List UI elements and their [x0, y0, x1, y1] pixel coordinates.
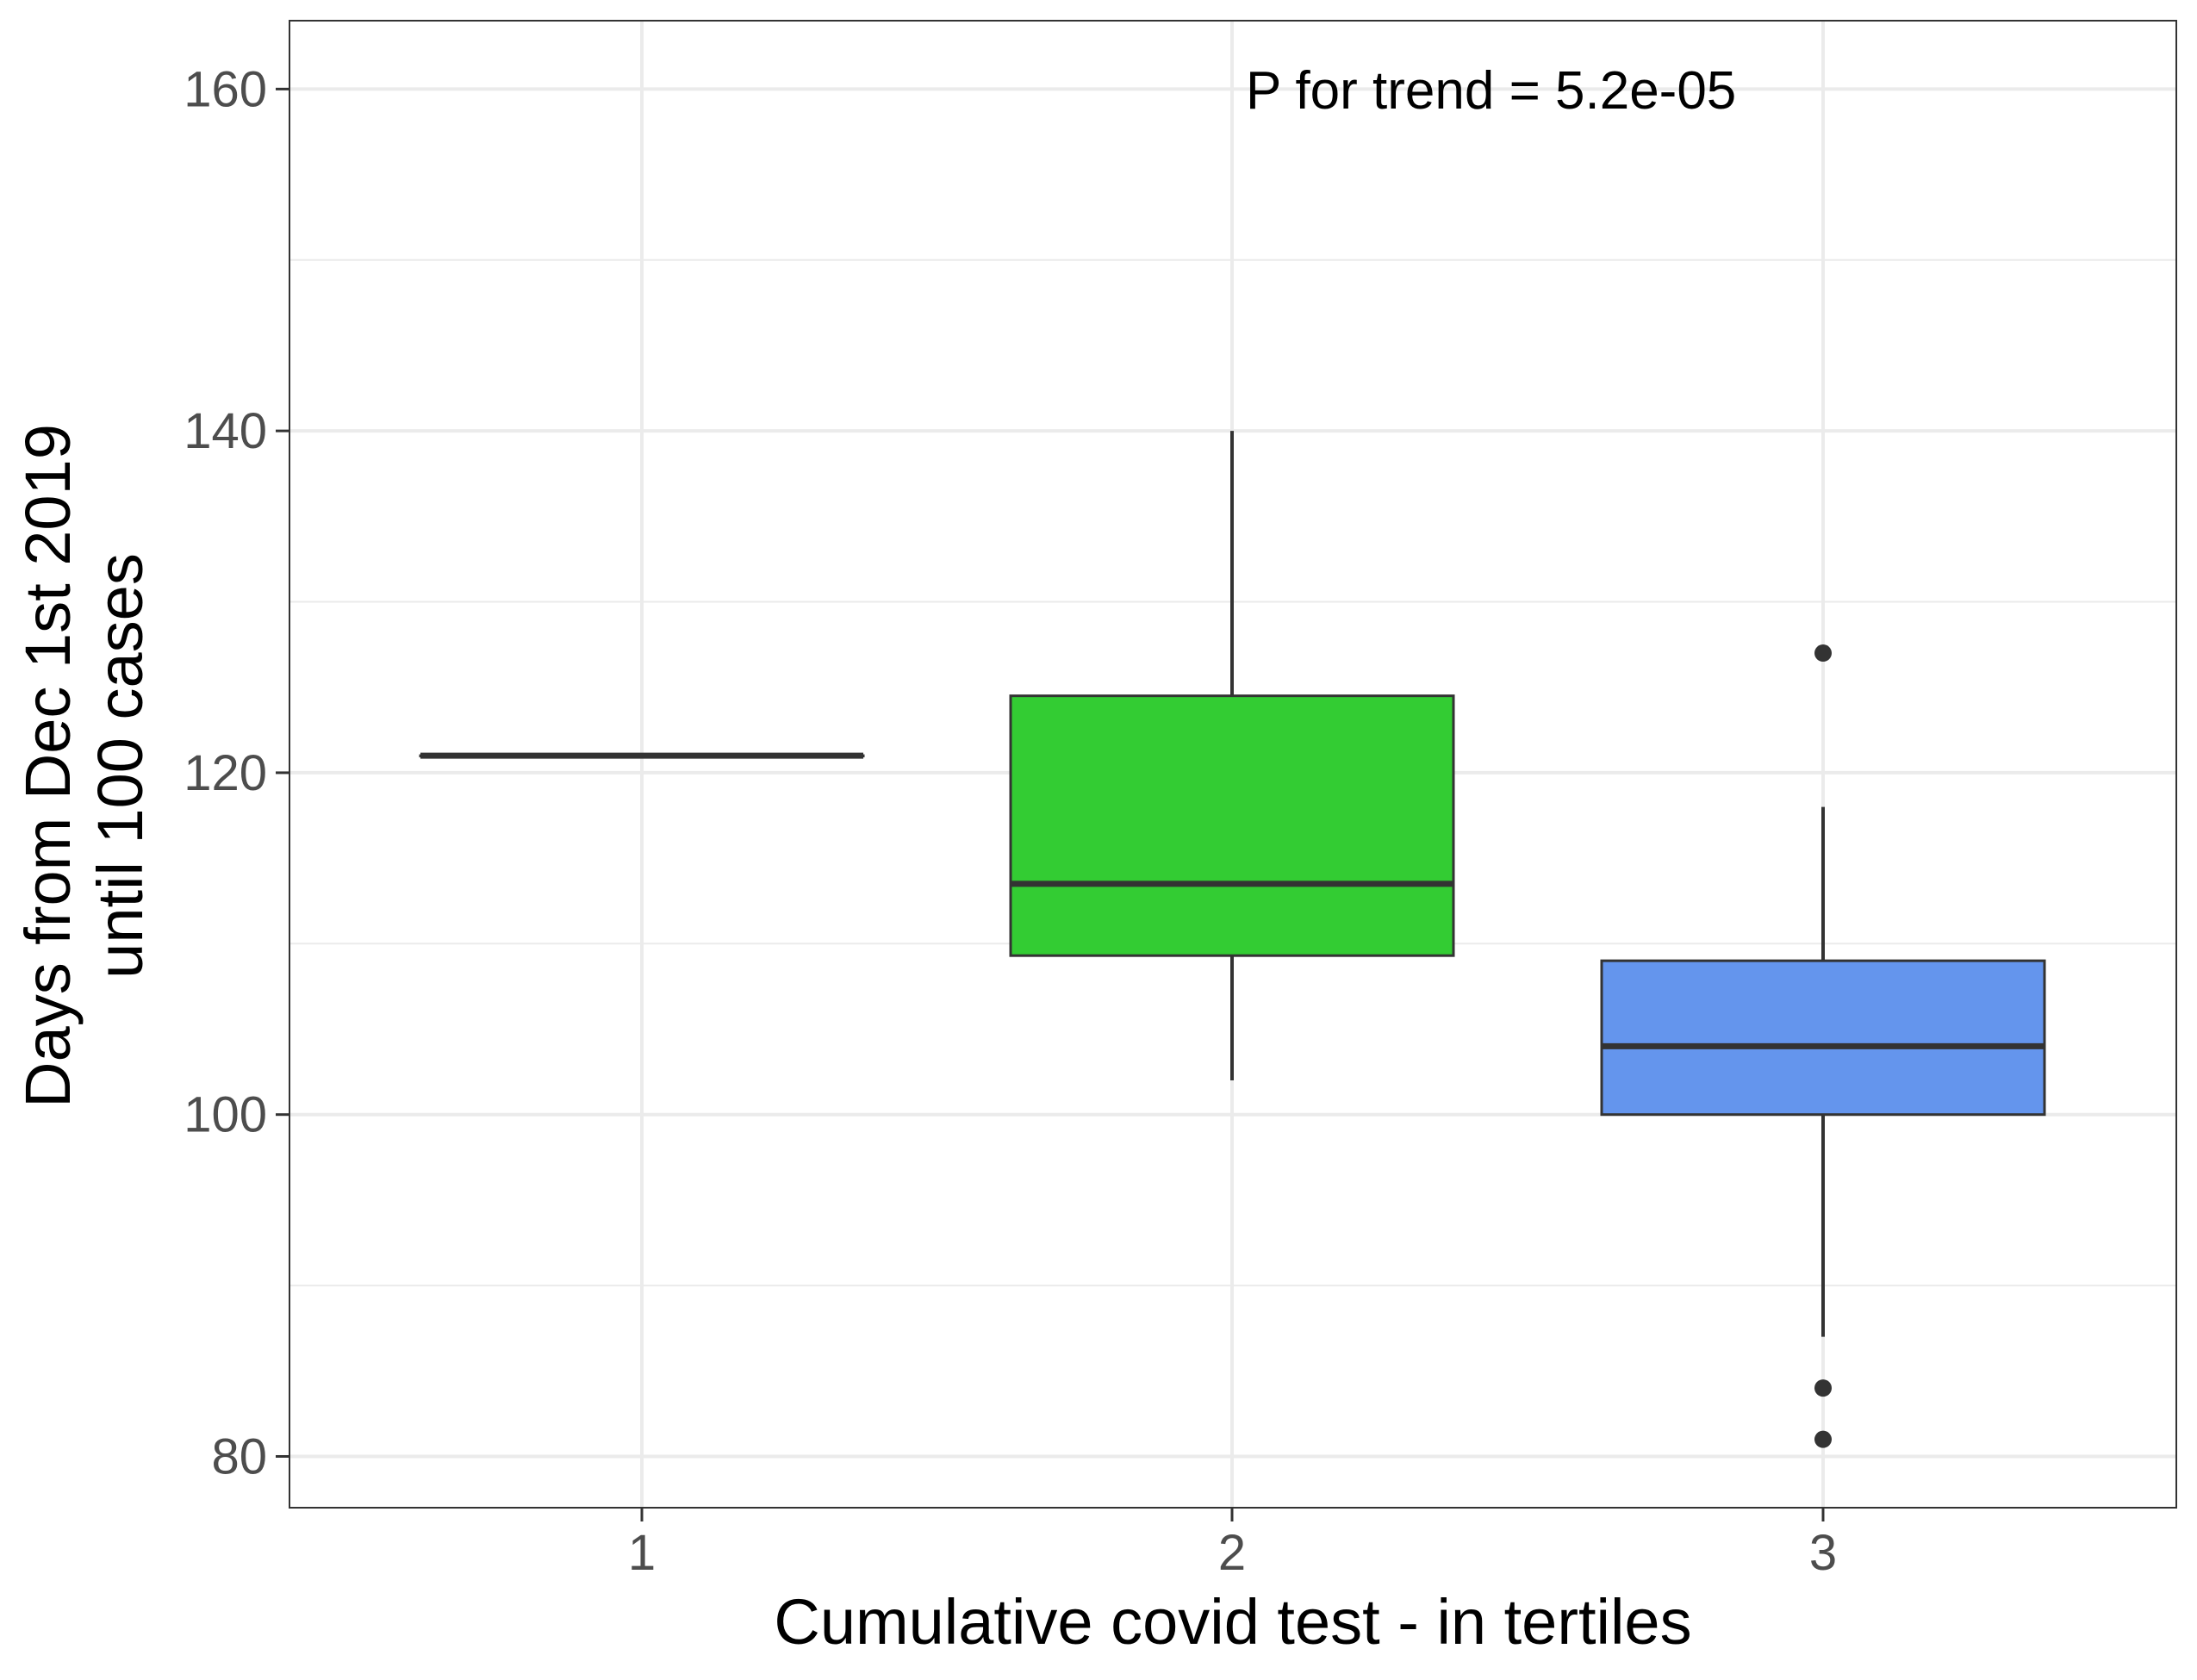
- x-tick-label: 1: [628, 1525, 656, 1581]
- y-axis-title-line-1: Days from Dec 1st 2019: [12, 424, 84, 1108]
- outlier-point: [1814, 1430, 1832, 1448]
- outlier-point: [1814, 644, 1832, 663]
- y-axis-title: Days from Dec 1st 2019 until 100 cases: [12, 424, 156, 1108]
- box-group-3: [1600, 644, 2046, 1448]
- x-tick-label: 2: [1218, 1525, 1246, 1581]
- x-tick-label: 3: [1809, 1525, 1837, 1581]
- axes: 80 100 120 140 160 1 2 3: [184, 61, 1837, 1581]
- y-tick-label: 140: [184, 403, 267, 459]
- outlier-point: [1814, 1379, 1832, 1397]
- box-layer: [419, 431, 2046, 1448]
- box-group-2: [1009, 431, 1455, 1081]
- box-iqr: [1600, 959, 2046, 1117]
- box-iqr: [1009, 694, 1455, 957]
- y-tick-label: 120: [184, 745, 267, 801]
- p-trend-annotation: P for trend = 5.2e-05: [1246, 61, 1736, 121]
- y-tick-label: 100: [184, 1087, 267, 1143]
- x-axis-title: Cumulative covid test - in tertiles: [774, 1586, 1691, 1658]
- y-tick-label: 80: [211, 1428, 267, 1484]
- y-axis-title-line-2: until 100 cases: [84, 553, 156, 979]
- y-tick-label: 160: [184, 61, 267, 117]
